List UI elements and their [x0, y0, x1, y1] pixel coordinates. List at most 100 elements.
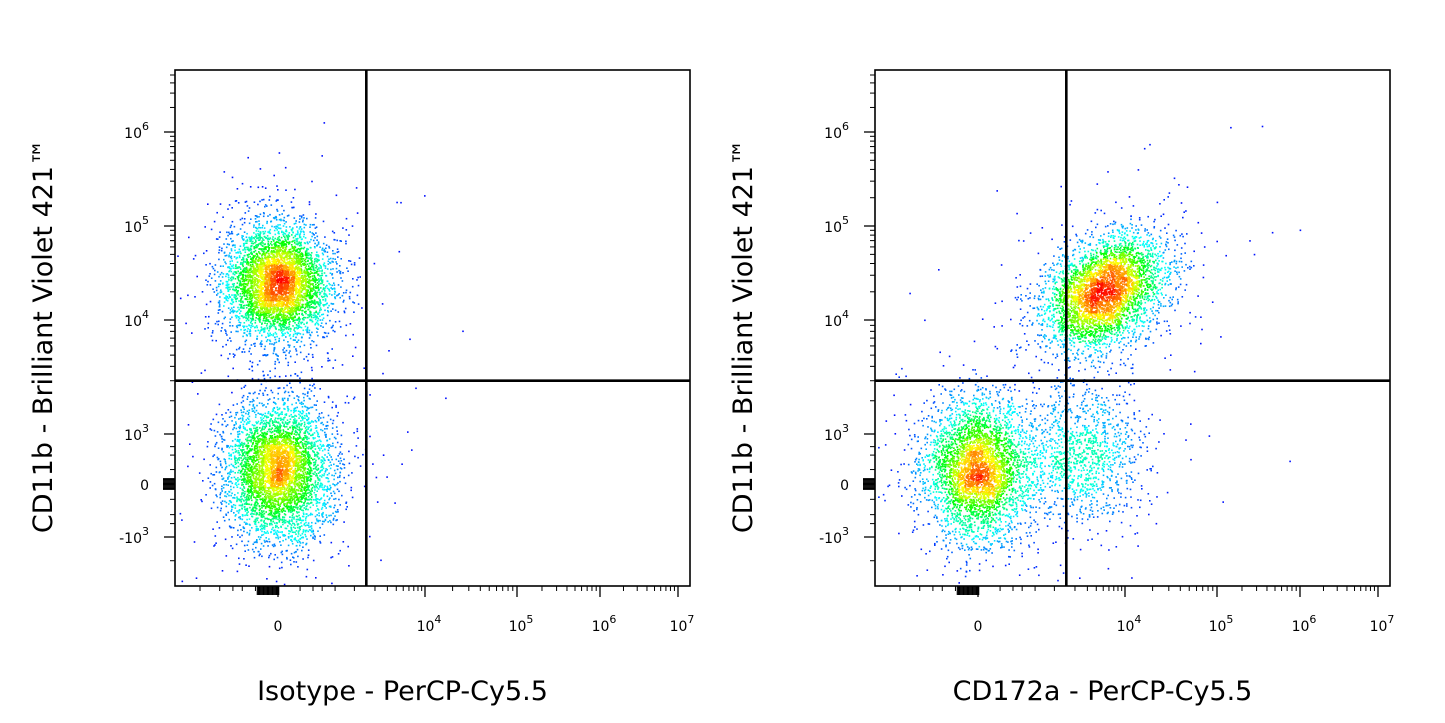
event-dot — [235, 252, 237, 254]
event-dot — [310, 484, 313, 486]
event-dot — [326, 477, 329, 479]
event-dot — [289, 337, 292, 340]
event-dot — [287, 318, 289, 321]
event-dot — [251, 305, 254, 307]
event-dot — [235, 257, 238, 260]
event-dot — [329, 272, 332, 274]
event-dot — [253, 312, 255, 314]
event-dot — [304, 529, 307, 532]
event-dot — [295, 306, 298, 309]
event-dot — [295, 427, 297, 430]
event-dot — [260, 326, 263, 328]
event-dot — [276, 317, 278, 320]
event-dot — [309, 470, 312, 472]
event-dot — [241, 479, 243, 481]
event-dot — [270, 334, 273, 336]
event-dot — [309, 425, 312, 427]
event-dot — [301, 254, 304, 256]
event-dot — [369, 394, 371, 396]
event-dot — [244, 340, 247, 343]
event-dot — [345, 502, 347, 504]
event-dot — [299, 233, 302, 235]
event-dot — [278, 517, 281, 520]
event-dot — [270, 519, 272, 521]
event-dot — [260, 542, 263, 545]
event-dot — [227, 478, 229, 480]
event-dot — [269, 514, 271, 516]
event-dot — [292, 513, 294, 515]
event-dot — [321, 412, 323, 414]
event-dot — [310, 316, 313, 319]
event-dot — [302, 219, 304, 222]
event-dot — [303, 443, 305, 445]
event-dot — [229, 500, 232, 502]
event-dot — [304, 483, 307, 485]
event-dot — [316, 255, 318, 257]
event-dot — [276, 316, 279, 318]
event-dot — [256, 428, 259, 431]
event-dot — [312, 461, 315, 464]
event-dot — [239, 478, 241, 481]
event-dot — [300, 423, 303, 425]
event-dot — [240, 301, 242, 303]
event-dot — [295, 311, 297, 313]
event-dot — [305, 445, 307, 447]
event-dot — [293, 422, 296, 424]
event-dot — [330, 541, 333, 544]
event-dot — [301, 317, 304, 320]
event-dot — [288, 532, 290, 535]
event-dot — [252, 410, 255, 412]
event-dot — [286, 422, 289, 424]
event-dot — [267, 241, 270, 243]
event-dot — [326, 487, 329, 490]
event-dot — [312, 533, 315, 535]
event-dot — [256, 528, 259, 530]
event-dot — [242, 301, 244, 304]
event-dot — [288, 499, 291, 502]
event-dot — [249, 301, 251, 303]
event-dot — [241, 414, 243, 417]
event-dot — [278, 314, 281, 316]
event-dot — [252, 237, 255, 239]
event-dot — [215, 466, 218, 469]
event-dot — [262, 505, 265, 508]
event-dot — [266, 530, 269, 533]
event-dot — [275, 403, 277, 405]
event-dot — [336, 519, 338, 521]
event-dot — [311, 224, 314, 226]
event-dot — [242, 411, 245, 413]
event-dot — [275, 341, 278, 344]
event-dot — [334, 484, 336, 487]
event-dot — [302, 483, 305, 485]
event-dot — [302, 447, 305, 449]
event-dot — [242, 242, 245, 245]
event-dot — [260, 513, 262, 515]
event-dot — [230, 265, 233, 267]
event-dot — [242, 268, 245, 270]
event-dot — [213, 454, 216, 456]
event-dot — [243, 326, 245, 329]
event-dot — [324, 428, 326, 430]
event-dot — [309, 262, 312, 265]
event-dot — [306, 505, 308, 507]
event-dot — [278, 510, 281, 513]
event-dot — [282, 432, 285, 434]
event-dot — [256, 445, 258, 447]
event-dot — [225, 555, 228, 557]
event-dot — [331, 294, 333, 296]
event-dot — [204, 226, 206, 228]
event-dot — [305, 452, 307, 454]
event-dot — [347, 474, 350, 477]
event-dot — [220, 249, 223, 252]
event-dot — [251, 482, 254, 484]
event-dot — [306, 272, 309, 274]
event-dot — [241, 518, 244, 521]
event-dot — [246, 429, 248, 432]
event-dot — [298, 324, 300, 326]
event-dot — [245, 270, 248, 272]
event-dot — [327, 332, 330, 335]
event-dot — [243, 449, 245, 451]
event-dot — [297, 555, 299, 558]
event-dot — [308, 460, 310, 462]
event-dot — [232, 288, 234, 291]
